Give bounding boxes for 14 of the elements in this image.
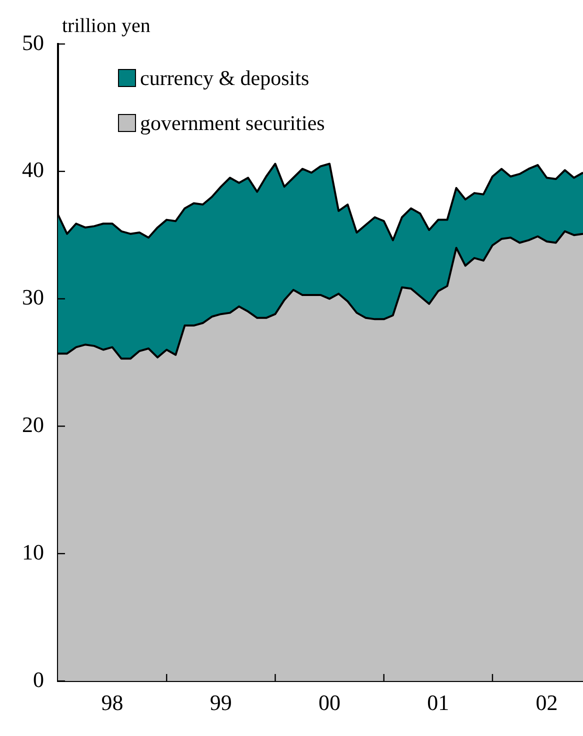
y-axis-title: trillion yen bbox=[62, 15, 150, 37]
legend-label: currency & deposits bbox=[140, 66, 310, 90]
x-tick-label: 00 bbox=[318, 690, 341, 715]
x-tick-label: 02 bbox=[536, 690, 558, 715]
y-tick-label: 30 bbox=[22, 284, 44, 310]
y-tick-label: 20 bbox=[22, 412, 44, 437]
y-tick-label: 40 bbox=[22, 157, 44, 182]
x-tick-label: 99 bbox=[210, 690, 232, 715]
y-tick-label: 50 bbox=[22, 30, 44, 55]
x-tick-label: 01 bbox=[427, 690, 450, 715]
y-tick-label: 0 bbox=[33, 666, 44, 692]
x-tick-label: 98 bbox=[101, 690, 124, 715]
legend-label: government securities bbox=[140, 110, 325, 136]
y-tick-label: 10 bbox=[22, 539, 44, 564]
